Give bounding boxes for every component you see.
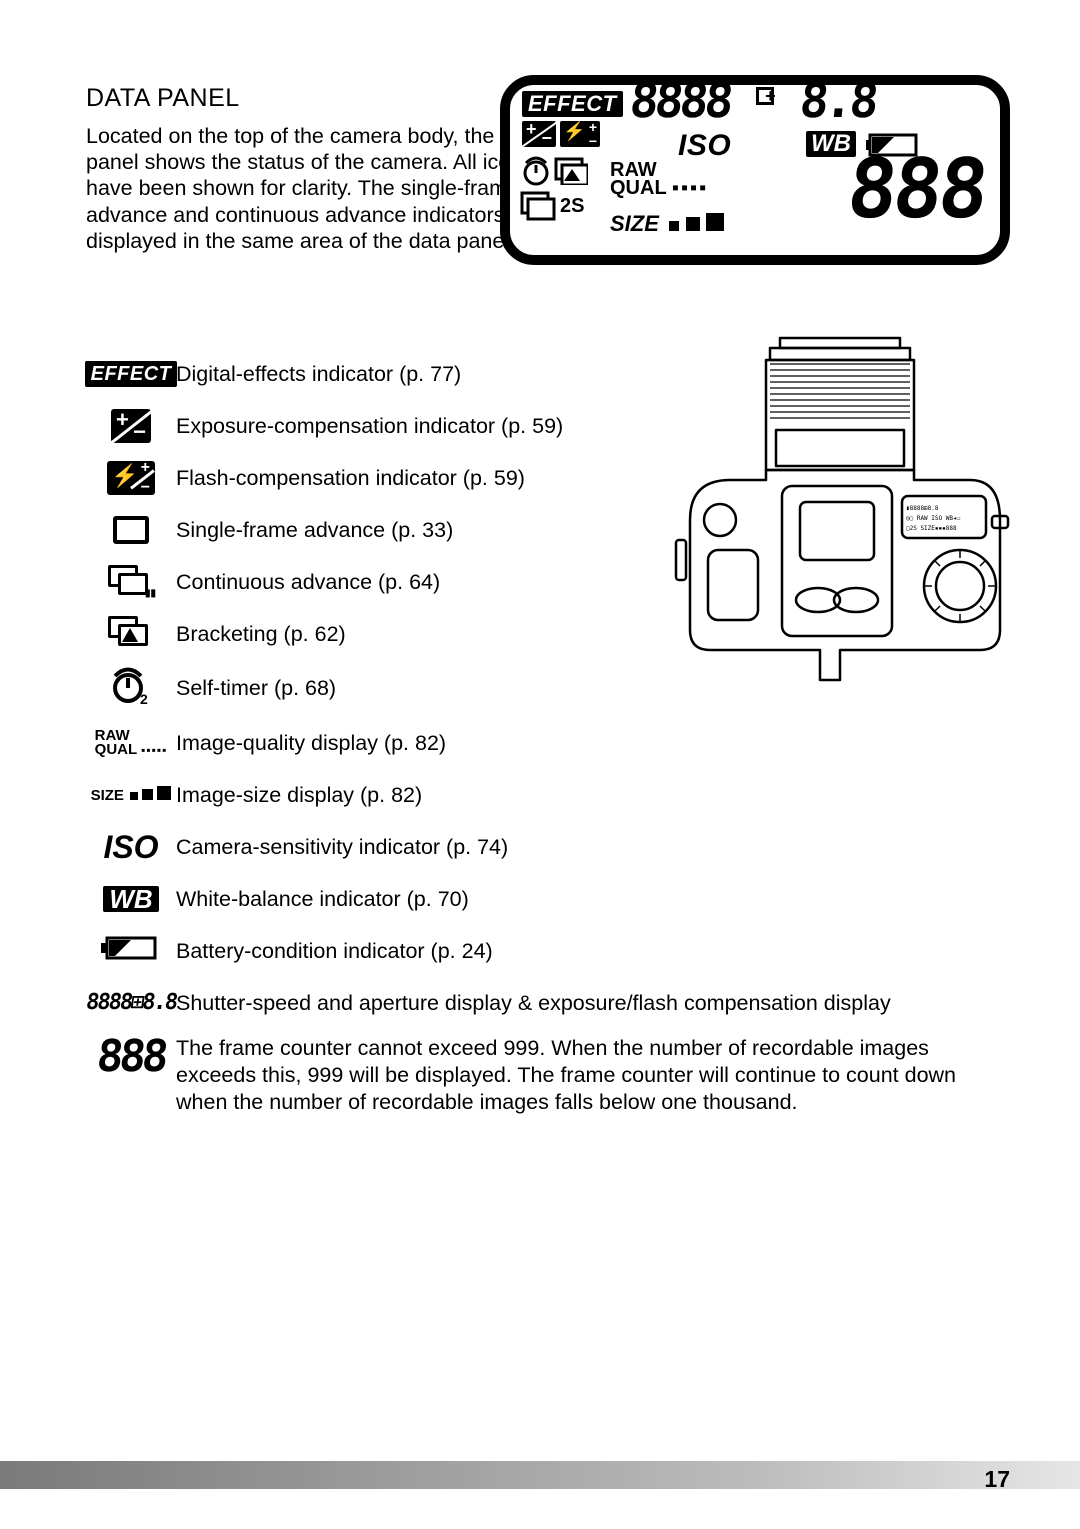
- legend-label: Camera-sensitivity indicator (p. 74): [176, 834, 508, 861]
- legend-label: Self-timer (p. 68): [176, 675, 336, 702]
- frame-counter-segment: 888: [848, 157, 984, 223]
- size-label: SIZE: [610, 211, 659, 236]
- camera-top-diagram: ▮8888⊞8.8 ◷▢ RAW ISO WB◂▭ ▢2S SIZE▪▪▪888: [670, 330, 1010, 690]
- frame-counter-text: The frame counter cannot exceed 999. Whe…: [176, 1035, 1010, 1116]
- data-panel-diagram: EFFECT 8888 + 8.8 + − ⚡ + −: [500, 75, 1010, 265]
- legend-label: Shutter-speed and aperture display & exp…: [176, 990, 891, 1017]
- legend-label: Image-quality display (p. 82): [176, 730, 446, 757]
- manual-page: DATA PANEL Located on the top of the cam…: [0, 0, 1080, 1529]
- svg-text:2: 2: [140, 691, 148, 706]
- frame-counter-icon: 888: [95, 1039, 166, 1074]
- legend-row-wb: WB White-balance indicator (p. 70): [86, 879, 1010, 919]
- bracketing-icon: [108, 616, 154, 652]
- exposure-comp-icon: + −: [522, 121, 556, 147]
- svg-text:◷▢ RAW ISO WB◂▭: ◷▢ RAW ISO WB◂▭: [906, 515, 961, 522]
- legend-label: Battery-condition indicator (p. 24): [176, 938, 493, 965]
- legend-row-qual: RAWQUAL ▪▪▪▪▪ Image-quality display (p. …: [86, 723, 1010, 763]
- two-s-label: 2S: [560, 195, 584, 218]
- qual-label: QUAL ▪▪▪▪: [610, 179, 708, 197]
- effect-icon: EFFECT: [85, 361, 178, 387]
- legend-row-framecounter: 888 The frame counter cannot exceed 999.…: [86, 1035, 1010, 1116]
- legend-label: Single-frame advance (p. 33): [176, 517, 453, 544]
- single-frame-icon: [113, 516, 149, 544]
- continuous-icon: [520, 191, 558, 226]
- svg-text:▢2S SIZE▪▪▪888: ▢2S SIZE▪▪▪888: [906, 525, 957, 532]
- legend-label: Continuous advance (p. 64): [176, 569, 440, 596]
- wb-icon: WB: [103, 886, 158, 912]
- self-timer-icon: 2: [110, 666, 152, 711]
- legend-label: Bracketing (p. 62): [176, 621, 346, 648]
- legend-row-shutter: 8888⊞8.8 Shutter-speed and aperture disp…: [86, 983, 1010, 1023]
- flash-comp-icon: ⚡ + −: [560, 121, 600, 147]
- self-timer-icon: [520, 155, 554, 194]
- iso-label: ISO: [678, 129, 731, 163]
- svg-text:▮8888⊞8.8: ▮8888⊞8.8: [906, 505, 939, 512]
- footer-gradient-bar: [0, 1461, 1080, 1489]
- legend-label: Digital-effects indicator (p. 77): [176, 361, 461, 388]
- legend-label: Flash-compensation indicator (p. 59): [176, 465, 525, 492]
- image-quality-icon: RAWQUAL ▪▪▪▪▪: [95, 729, 168, 758]
- legend-label: Exposure-compensation indicator (p. 59): [176, 413, 563, 440]
- flash-comp-icon: ⚡ + −: [107, 461, 155, 495]
- effect-label: EFFECT: [522, 91, 623, 117]
- image-size-icon: SIZE: [91, 786, 172, 804]
- legend-row-iso: ISO Camera-sensitivity indicator (p. 74): [86, 827, 1010, 867]
- exposure-comp-icon: + −: [111, 409, 151, 443]
- legend-label: Image-size display (p. 82): [176, 782, 422, 809]
- legend-row-size: SIZE Image-size display (p. 82): [86, 775, 1010, 815]
- legend-row-battery: Battery-condition indicator (p. 24): [86, 931, 1010, 971]
- continuous-advance-icon: ▮▮: [108, 565, 154, 599]
- page-number: 17: [984, 1466, 1010, 1493]
- iso-icon: ISO: [103, 829, 158, 866]
- shutter-aperture-segment: 8888 + 8.8: [630, 81, 875, 131]
- shutter-display-icon: 8888⊞8.8: [85, 994, 178, 1013]
- bracket-icon: [554, 155, 588, 190]
- wb-label: WB: [806, 131, 856, 157]
- battery-icon: [101, 934, 161, 969]
- legend-label: White-balance indicator (p. 70): [176, 886, 469, 913]
